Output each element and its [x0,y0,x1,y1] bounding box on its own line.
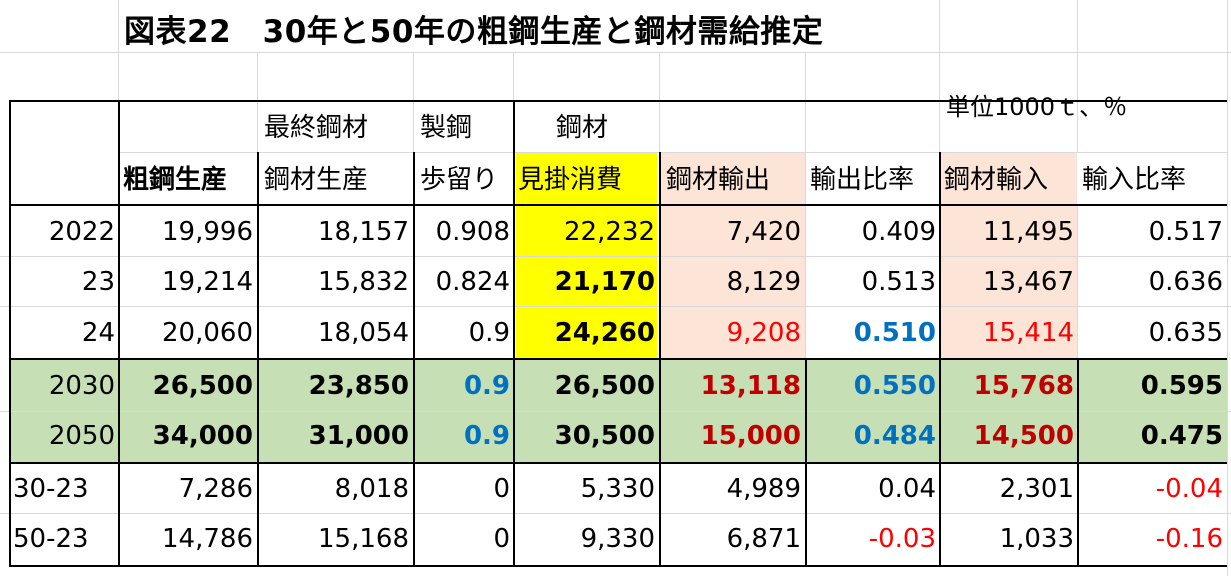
header-export-ratio: 輸出比率 [810,165,915,195]
page-title: 図表22 30年と50年の粗鋼生産と鋼材需給推定 [124,14,824,50]
header-steel-production: 鋼材生産 [264,165,369,195]
row-2050-export: 15,000 [700,421,801,451]
row-50-23-import-ratio: -0.16 [1155,524,1223,554]
row-50-23-import: 1,033 [999,524,1074,554]
row-2030-yield: 0.9 [463,371,510,401]
row-2030-prod: 23,850 [308,371,409,401]
row-50-23-crude: 14,786 [162,524,253,554]
row-2050-yield: 0.9 [463,421,510,451]
export-peach-fill [661,152,805,358]
row-2030-crude: 26,500 [152,371,253,401]
header-steel-export: 鋼材輸出 [666,165,771,195]
row-24-export: 9,208 [726,318,801,348]
header-steel-import: 鋼材輸入 [944,165,1049,195]
import-peach-fill [941,152,1077,358]
row-24-yield: 0.9 [468,318,510,348]
apparent-data-yellow-fill [516,206,657,358]
row-50-23-apparent: 9,330 [580,524,655,554]
row-23-import-ratio: 0.636 [1148,267,1223,297]
row-2022-export: 7,420 [726,217,801,247]
row-2030-import-ratio: 0.595 [1140,371,1223,401]
row-2022-import-ratio: 0.517 [1148,217,1223,247]
row-2030-apparent: 26,500 [554,371,655,401]
row-24-crude: 20,060 [162,318,253,348]
row-50-23-export-ratio: -0.03 [868,524,936,554]
row-23-import: 13,467 [983,267,1074,297]
header-crude-steel: 粗鋼生産 [123,165,228,195]
row-30-23-import-ratio: -0.04 [1155,474,1223,504]
row-30-23-crude: 7,286 [178,474,253,504]
row-50-23-year: 50-23 [13,524,89,554]
row-2050-crude: 34,000 [152,421,253,451]
row-50-23-yield: 0 [493,524,510,554]
unit-label: 単位1000ｔ、％ [946,93,1128,121]
row-50-23-prod: 15,168 [318,524,409,554]
row-30-23-yield: 0 [493,474,510,504]
row-23-year: 23 [81,267,115,297]
row-24-apparent: 24,260 [554,318,655,348]
row-2050-year: 2050 [48,421,115,451]
header-import-ratio: 輸入比率 [1082,165,1187,195]
row-2050-import: 14,500 [973,421,1074,451]
row-2050-prod: 31,000 [308,421,409,451]
row-2022-export-ratio: 0.409 [861,217,936,247]
row-30-23-apparent: 5,330 [580,474,655,504]
row-30-23-year: 30-23 [13,474,89,504]
header-steel: 鋼材 [556,113,609,143]
row-2022-import: 11,495 [983,217,1074,247]
row-24-export-ratio: 0.510 [853,318,936,348]
row-23-export: 8,129 [726,267,801,297]
row-50-23-export: 6,871 [726,524,801,554]
row-23-yield: 0.824 [435,267,510,297]
row-2022-apparent: 22,232 [564,217,655,247]
row-2030-year: 2030 [48,371,115,401]
row-2022-crude: 19,996 [162,217,253,247]
row-2022-year: 2022 [48,217,115,247]
row-30-23-prod: 8,018 [334,474,409,504]
row-24-prod: 18,054 [318,318,409,348]
apparent-header-yellow-fill [516,152,657,204]
row-30-23-export: 4,989 [726,474,801,504]
row-2030-export-ratio: 0.550 [853,371,936,401]
row-2030-import: 15,768 [973,371,1074,401]
row-2030-export: 13,118 [700,371,801,401]
row-2022-prod: 18,157 [318,217,409,247]
header-apparent-consumption: 見掛消費 [518,165,623,195]
row-23-prod: 15,832 [318,267,409,297]
header-yield: 歩留り [420,165,499,195]
row-2050-import-ratio: 0.475 [1140,421,1223,451]
row-23-apparent: 21,170 [554,267,655,297]
row-2050-apparent: 30,500 [554,421,655,451]
header-steelmaking: 製鋼 [420,113,473,143]
row-2022-yield: 0.908 [435,217,510,247]
row-30-23-export-ratio: 0.04 [878,474,936,504]
row-30-23-import: 2,301 [999,474,1074,504]
row-24-import-ratio: 0.635 [1148,318,1223,348]
row-23-crude: 19,214 [162,267,253,297]
row-23-export-ratio: 0.513 [861,267,936,297]
row-24-year: 24 [81,318,115,348]
row-24-import: 15,414 [983,318,1074,348]
header-final-steel: 最終鋼材 [264,113,369,143]
row-2050-export-ratio: 0.484 [853,421,936,451]
